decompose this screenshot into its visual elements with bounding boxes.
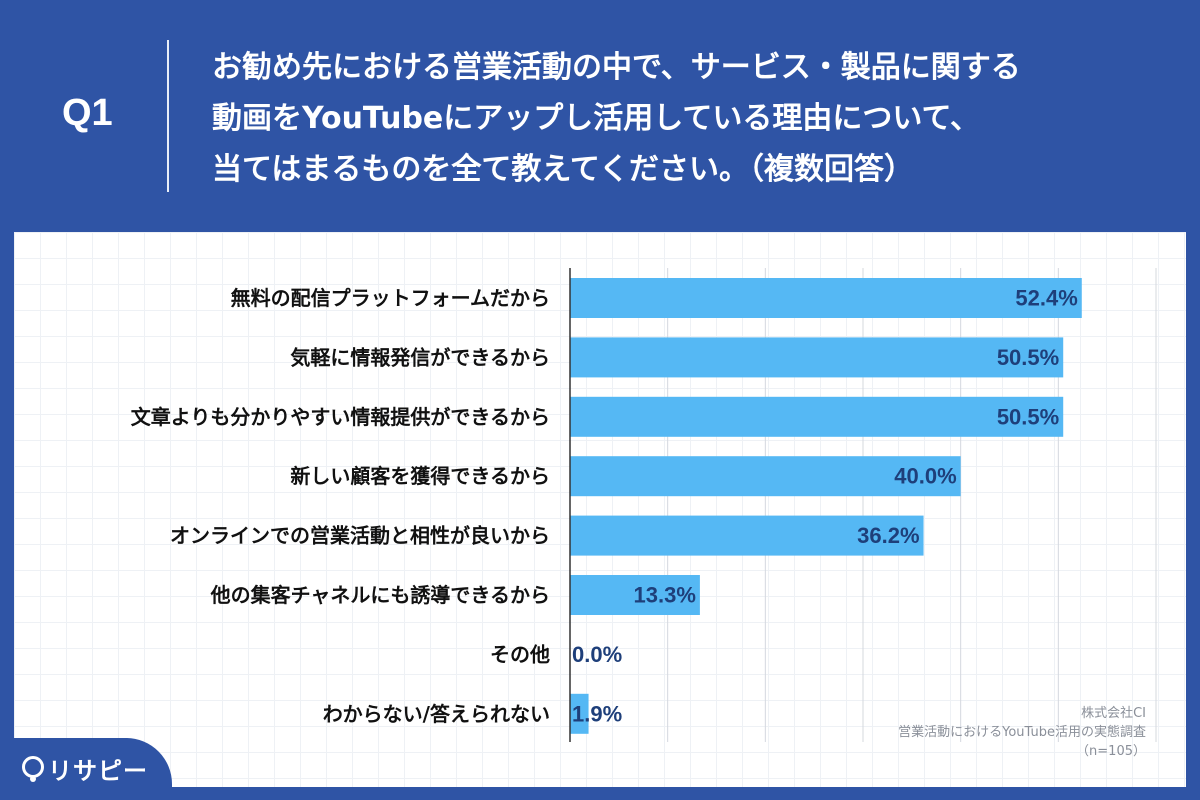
bar (570, 396, 1064, 437)
value-label: 50.5% (997, 345, 1059, 370)
category-label: わからない/答えられない (323, 702, 550, 726)
value-label: 52.4% (1015, 286, 1077, 311)
brand-badge: リサピー (0, 738, 172, 800)
brand-name: リサピー (48, 757, 148, 785)
question-number: Q1 (62, 92, 113, 134)
category-label: 文章よりも分かりやすい情報提供ができるから (131, 405, 550, 429)
header-divider (167, 40, 169, 192)
category-label: 気軽に情報発信ができるから (290, 345, 550, 369)
pin-icon (22, 756, 44, 782)
value-label: 13.3% (634, 583, 696, 608)
chart-panel: 無料の配信プラットフォームだから 52.4% 気軽に情報発信ができるから 50.5% 文… (14, 232, 1186, 787)
value-label: 36.2% (857, 523, 919, 548)
value-label: 0.0% (572, 642, 622, 667)
category-label: 無料の配信プラットフォームだから (231, 286, 550, 310)
category-label: 他の集客チャネルにも誘導できるから (210, 583, 550, 607)
category-label: 新しい顧客を獲得できるから (290, 464, 550, 488)
bar (570, 337, 1064, 378)
category-label: その他 (490, 642, 550, 666)
source-company: 株式会社CI (1081, 706, 1146, 721)
bar (570, 515, 924, 556)
bar (570, 278, 1082, 318)
source-sample-size: （n=105） (1076, 744, 1146, 759)
bar-chart: 無料の配信プラットフォームだから 52.4% 気軽に情報発信ができるから 50.5% 文… (131, 268, 1157, 742)
source-survey: 営業活動におけるYouTube活用の実態調査 (898, 725, 1146, 740)
source-note: 株式会社CI 営業活動におけるYouTube活用の実態調査 （n=105） (898, 704, 1146, 761)
category-label: オンラインでの営業活動と相性が良いから (170, 524, 550, 548)
bar (570, 456, 961, 497)
bar (570, 575, 700, 615)
bar (570, 693, 589, 734)
value-label: 40.0% (894, 464, 956, 489)
value-label: 1.9% (572, 701, 622, 726)
value-label: 50.5% (997, 404, 1059, 429)
question-text: お勧め先における営業活動の中で、サービス・製品に関する 動画をYouTubeにア… (212, 50, 1021, 187)
